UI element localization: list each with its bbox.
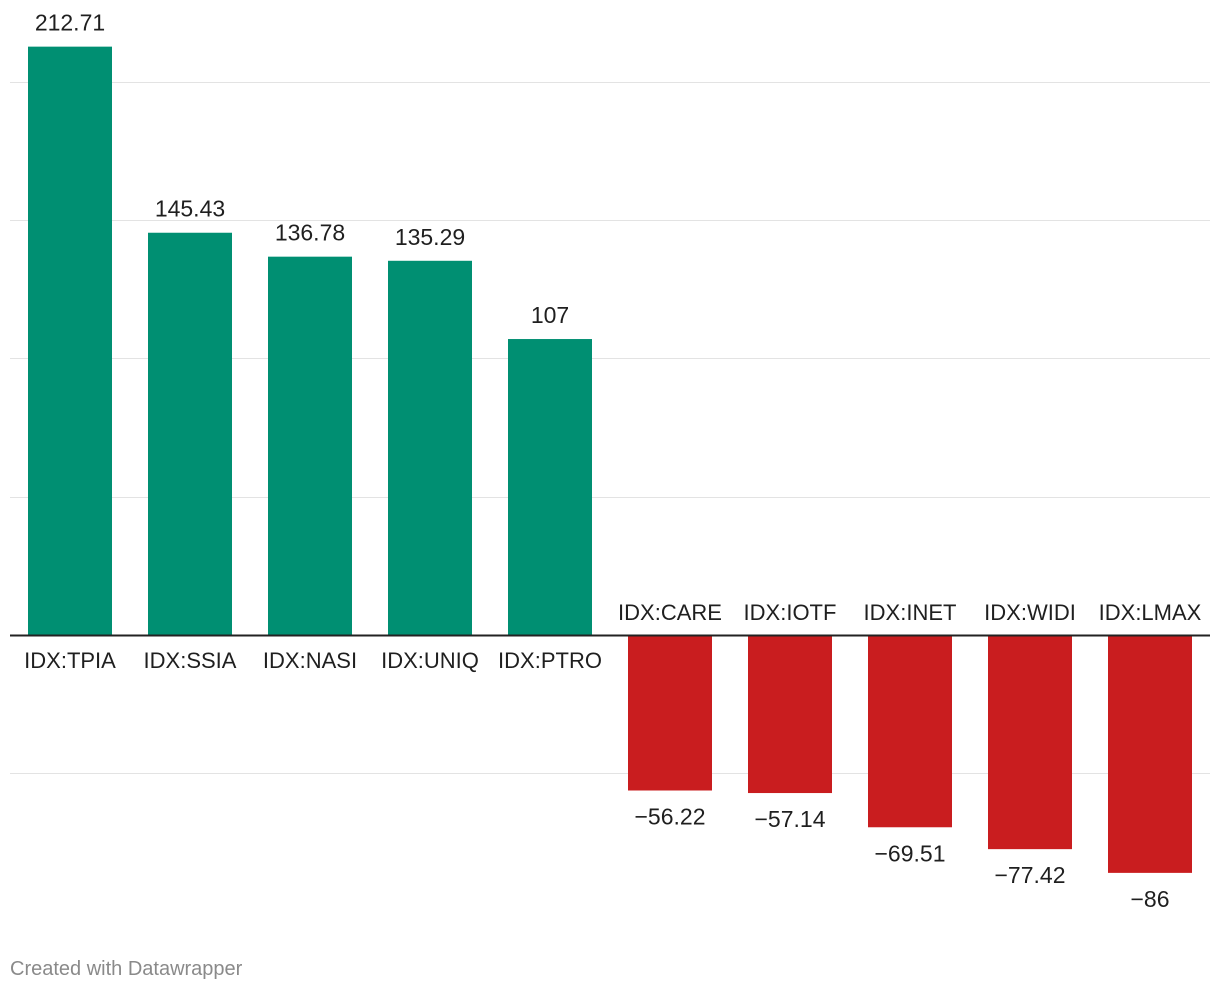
bar [1108,635,1192,873]
category-label: IDX:TPIA [24,648,116,673]
value-label: 212.71 [35,10,105,36]
value-label: −69.51 [875,840,946,866]
category-label: IDX:WIDI [984,600,1076,625]
category-label: IDX:PTRO [498,648,602,673]
value-label: −56.22 [635,804,706,830]
bar [268,256,352,635]
bar [628,635,712,791]
category-label: IDX:NASI [263,648,357,673]
bar [868,635,952,828]
value-label: 135.29 [395,224,465,250]
bar [388,260,472,635]
category-label: IDX:UNIQ [381,648,479,673]
value-label: 145.43 [155,196,225,222]
category-label: IDX:CARE [618,600,722,625]
value-label: −86 [1130,886,1169,912]
value-label: 136.78 [275,220,345,246]
category-label: IDX:SSIA [144,648,237,673]
bar [148,232,232,636]
credit-text: Created with Datawrapper [10,958,243,980]
bar [28,46,112,635]
value-label: 107 [531,302,569,328]
category-label: IDX:IOTF [744,600,837,625]
category-label: IDX:INET [864,600,957,625]
bar [508,339,592,635]
value-label: −57.14 [755,806,826,832]
category-label: IDX:LMAX [1099,600,1202,625]
value-label: −77.42 [995,862,1066,888]
bar [748,635,832,794]
bar [988,635,1072,850]
